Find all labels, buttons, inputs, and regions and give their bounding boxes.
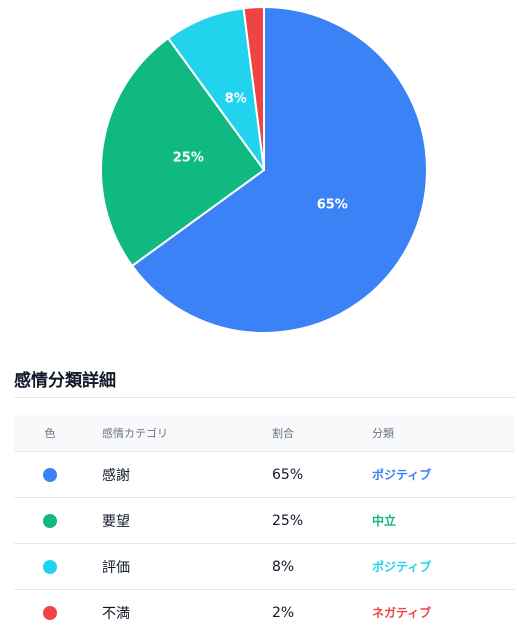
row-color-cell — [14, 451, 86, 498]
class-tag: ポジティブ — [372, 468, 432, 482]
table-row: 要望 25% 中立 — [14, 497, 515, 544]
row-class: ポジティブ — [372, 451, 515, 498]
row-ratio: 25% — [272, 497, 372, 544]
section-title: 感情分類詳細 — [14, 371, 116, 391]
row-color-cell — [14, 590, 86, 636]
row-class: ポジティブ — [372, 543, 515, 590]
section-divider — [14, 397, 515, 398]
row-ratio: 8% — [272, 543, 372, 590]
pie-slice-4 — [242, 5, 265, 171]
header-color: 色 — [14, 415, 86, 452]
row-class: 中立 — [372, 497, 515, 544]
header-ratio: 割合 — [272, 415, 372, 452]
row-category: 不満 — [102, 605, 130, 622]
row-ratio: 65% — [272, 451, 372, 498]
table-row: 感謝 65% ポジティブ — [14, 451, 515, 498]
table-row: 評価 8% ポジティブ — [14, 543, 515, 590]
color-dot — [43, 559, 57, 574]
color-dot — [43, 513, 57, 528]
class-tag: 中立 — [372, 514, 397, 528]
header-category: 感情カテゴリ — [86, 415, 272, 452]
class-tag: ポジティブ — [372, 560, 432, 574]
class-tag: ネガティブ — [372, 606, 432, 620]
color-dot — [43, 605, 57, 620]
color-dot — [43, 467, 57, 482]
pie-slice-label-1: 65% — [317, 197, 348, 212]
pie-slice-1 — [130, 5, 428, 334]
row-category: 感謝 — [86, 451, 272, 498]
table-row: 不満 2% ネガティブ — [14, 590, 515, 636]
row-category: 評価 — [86, 543, 272, 590]
pie-slice-label-3: 8% — [225, 91, 247, 106]
row-ratio: 2% — [272, 604, 295, 621]
row-color-cell — [14, 497, 86, 544]
table-header-row: 色 感情カテゴリ 割合 分類 — [14, 415, 515, 452]
row-class: ネガティブ — [372, 590, 515, 636]
emotion-detail-table: 色 感情カテゴリ 割合 分類 感謝 65% ポジティブ 要望 25% 中立 評価… — [14, 415, 515, 635]
pie-chart: 65% 25% 8% — [100, 5, 428, 334]
row-category: 要望 — [86, 497, 272, 544]
pie-slice-label-2: 25% — [173, 151, 204, 166]
row-color-cell — [14, 543, 86, 590]
header-class: 分類 — [372, 415, 515, 452]
pie-slice-2 — [100, 36, 266, 268]
pie-chart-svg: 65% 25% 8% — [100, 5, 428, 334]
